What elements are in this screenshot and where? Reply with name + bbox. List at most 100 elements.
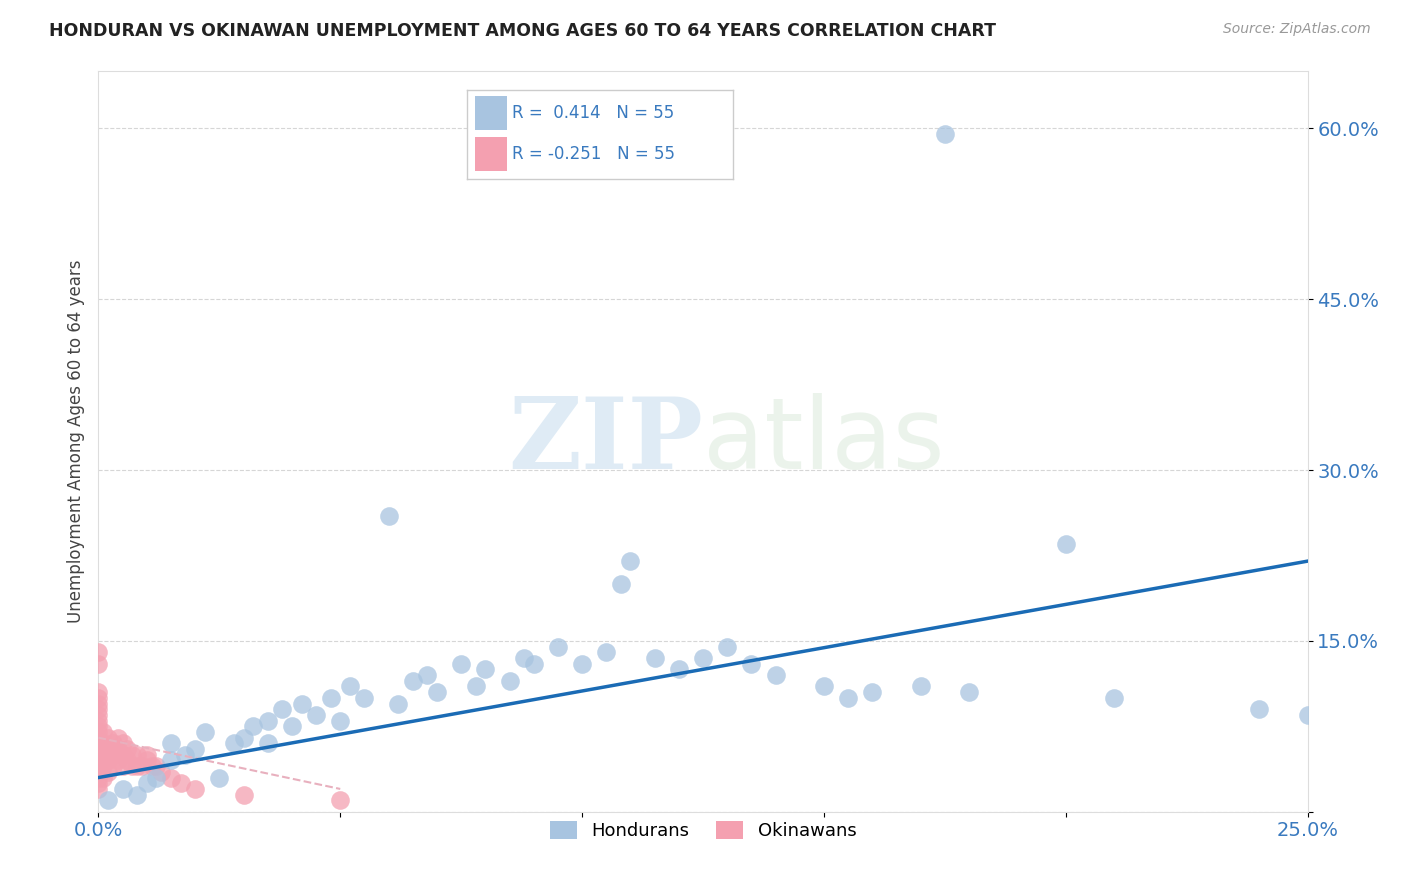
Point [232,731,254,745]
Point [329,793,352,807]
Point [305,707,328,722]
Point [145,771,167,785]
Point [87,759,110,773]
Point [174,747,197,762]
Point [1102,690,1125,705]
Point [127,788,149,802]
Point [160,754,183,768]
Point [910,680,932,694]
Text: atlas: atlas [703,393,945,490]
Point [131,759,153,773]
Legend: Hondurans, Okinawans: Hondurans, Okinawans [543,814,863,847]
Point [87,776,110,790]
Point [101,759,124,773]
Point [87,781,110,796]
Point [87,690,110,705]
Text: Source: ZipAtlas.com: Source: ZipAtlas.com [1223,22,1371,37]
Point [87,754,110,768]
Point [547,640,569,654]
Point [716,640,738,654]
Text: HONDURAN VS OKINAWAN UNEMPLOYMENT AMONG AGES 60 TO 64 YEARS CORRELATION CHART: HONDURAN VS OKINAWAN UNEMPLOYMENT AMONG … [49,22,997,40]
Point [402,673,425,688]
Point [87,714,110,728]
Point [256,714,278,728]
Point [101,747,124,762]
Point [692,651,714,665]
Point [87,742,110,756]
Point [426,685,449,699]
Point [111,736,134,750]
Point [1296,707,1319,722]
Point [87,719,110,733]
Point [464,680,486,694]
Point [271,702,294,716]
Point [571,657,593,671]
Point [91,771,114,785]
Point [353,690,375,705]
Point [111,747,134,762]
Point [111,781,134,796]
Point [169,776,191,790]
Point [121,747,143,762]
Point [837,690,859,705]
Point [416,668,439,682]
Point [498,673,520,688]
Point [87,707,110,722]
Point [150,764,173,779]
Point [329,714,352,728]
Point [87,747,110,762]
Point [377,508,399,523]
Point [87,697,110,711]
Point [135,776,157,790]
Point [644,651,666,665]
Point [222,736,245,750]
Point [450,657,472,671]
Point [1249,702,1271,716]
Point [87,685,110,699]
Text: ZIP: ZIP [508,393,703,490]
Point [91,747,114,762]
Point [107,754,129,768]
Point [127,747,149,762]
Point [97,754,120,768]
Point [141,759,163,773]
Point [339,680,361,694]
Point [208,771,231,785]
Point [87,702,110,716]
Point [256,736,278,750]
Point [813,680,835,694]
Point [474,662,496,676]
Point [668,662,690,676]
Point [97,742,120,756]
Point [87,771,110,785]
Point [595,645,617,659]
Point [97,764,120,779]
Point [121,759,143,773]
Point [145,759,167,773]
Point [765,668,787,682]
Y-axis label: Unemployment Among Ages 60 to 64 years: Unemployment Among Ages 60 to 64 years [66,260,84,624]
Point [290,697,312,711]
Point [91,736,114,750]
Point [619,554,641,568]
Point [232,788,254,802]
Point [111,759,134,773]
Point [184,742,207,756]
Point [87,736,110,750]
Point [860,685,883,699]
Point [135,747,157,762]
Point [934,127,956,141]
Point [97,731,120,745]
Point [184,781,207,796]
Point [513,651,536,665]
Point [610,577,633,591]
Point [127,759,149,773]
Point [135,754,157,768]
Point [160,736,183,750]
Point [319,690,342,705]
Point [87,725,110,739]
Point [523,657,546,671]
Point [117,754,139,768]
Point [957,685,980,699]
Point [281,719,304,733]
